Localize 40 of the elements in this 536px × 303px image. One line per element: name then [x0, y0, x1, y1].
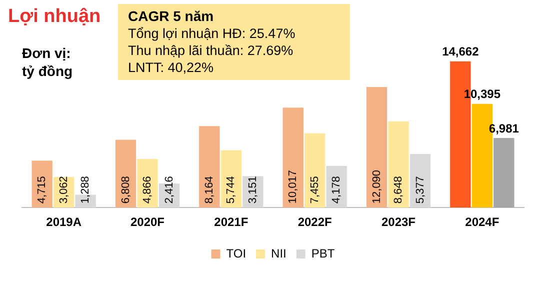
- x-tick-label: 2020F: [130, 215, 165, 230]
- bar: [494, 138, 514, 208]
- note-box: CAGR 5 năm Tổng lợi nhuận HĐ: 25.47% Thu nhập lãi thuần: 27.69% LNTT: 40,22%: [118, 4, 350, 80]
- x-tick-label: 2021F: [214, 215, 248, 230]
- data-label: 14,662: [442, 44, 480, 59]
- data-label: 3,151: [246, 176, 259, 204]
- data-label: 8,164: [203, 176, 216, 204]
- data-label: 4,178: [330, 176, 343, 204]
- annotation: LNTT: 40,22%: [128, 59, 215, 76]
- chart-subtitle: Đơn vị: tỷ đồng: [22, 44, 73, 80]
- bar: [366, 87, 388, 208]
- data-label: 5,744: [225, 176, 238, 204]
- x-tick-label: 2023F: [381, 215, 416, 230]
- bar: [199, 126, 220, 208]
- bar: [115, 140, 136, 208]
- x-tick-label: 2022F: [298, 215, 332, 230]
- data-label: 3,062: [58, 176, 70, 204]
- chart-title: Lợi nhuận: [8, 6, 101, 28]
- data-label: 12,090: [370, 170, 383, 204]
- data-label: 7,455: [308, 176, 321, 204]
- data-label: 10,017: [287, 170, 300, 204]
- bar: [220, 150, 242, 208]
- legend-label: NII: [271, 246, 286, 260]
- data-label: 4,866: [142, 176, 154, 204]
- bar: [388, 121, 409, 208]
- bar: [304, 133, 326, 208]
- bar: [32, 160, 52, 208]
- data-label: 5,377: [414, 176, 426, 204]
- data-label: 6,808: [120, 176, 132, 204]
- bar: [282, 108, 304, 208]
- bar: [410, 154, 431, 208]
- legend-label: TOI: [226, 246, 246, 260]
- data-label: 1,288: [80, 176, 92, 204]
- data-label: 4,715: [36, 176, 48, 204]
- data-label: 8,648: [392, 176, 405, 204]
- x-tick-label: 2019A: [46, 215, 82, 230]
- data-label: 2,416: [163, 176, 176, 204]
- bar: [137, 159, 158, 208]
- x-tick-label: 2024F: [465, 215, 500, 230]
- legend-label: PBT: [311, 246, 336, 260]
